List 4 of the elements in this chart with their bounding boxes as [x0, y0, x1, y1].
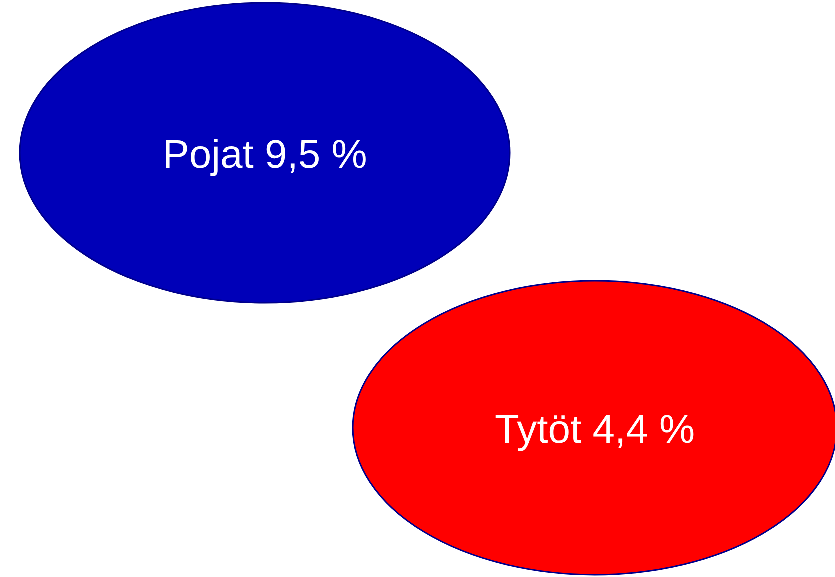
data-label: 9,5 %: [265, 133, 368, 178]
category-label: Pojat: [162, 133, 254, 178]
data-label: 4,4 %: [592, 408, 696, 452]
category-label: Tytöt: [494, 408, 582, 452]
